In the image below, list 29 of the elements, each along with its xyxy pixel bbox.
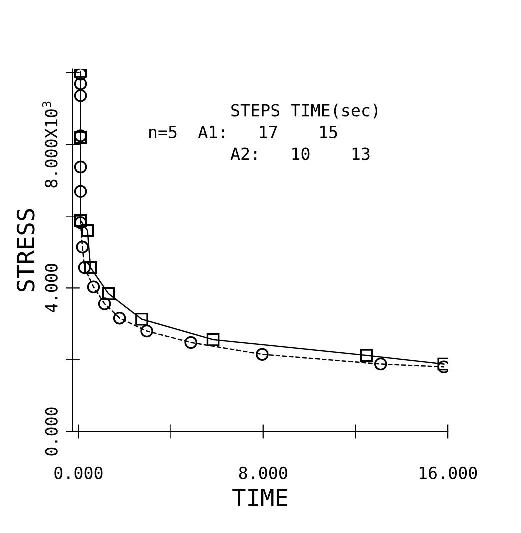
x-tick-label: 0.000 [54,466,103,480]
y-tick-label: 4.000 [45,264,58,312]
point [74,185,88,198]
point [78,261,92,274]
x-tick-label: 8.000 [239,466,288,480]
annotation: n=5 A1: 17 15 [150,126,338,139]
point [360,349,374,362]
y-tick-label: 8.000X10$^{3}$ [42,102,58,188]
annotation: A2: 10 13 [230,148,370,160]
point [76,240,90,254]
point [84,261,98,274]
point [74,89,88,102]
point [113,312,126,325]
point [74,160,88,174]
point [184,336,198,350]
point [87,280,100,294]
annotation: STEPS TIME(sec) [232,104,378,119]
point [256,348,269,361]
point [206,333,220,346]
point [98,298,112,310]
point [136,313,148,326]
point [374,358,388,371]
x-tick-label: 16.000 [420,466,478,480]
point [102,288,116,300]
point [74,78,88,90]
point [140,324,154,338]
point [81,224,94,238]
x-axis-title: TIME [232,489,288,506]
y-axis-title: STRESS [16,209,35,292]
